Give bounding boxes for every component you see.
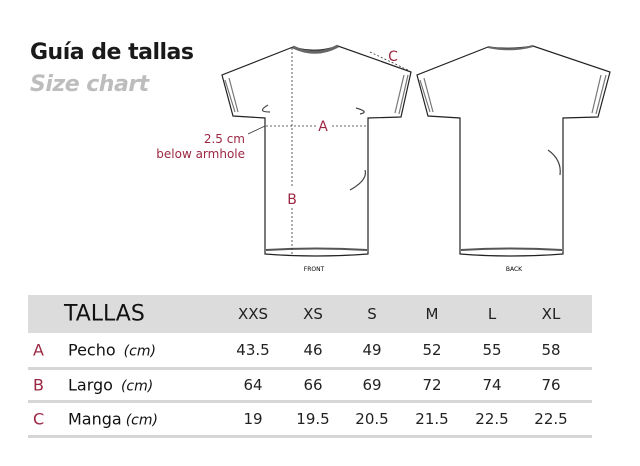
label-b: B (287, 192, 297, 208)
row-letter: B (33, 375, 44, 395)
size-header: XXS (237, 305, 269, 323)
page-title: Guía de tallas (30, 40, 194, 65)
row-letter: A (33, 340, 44, 360)
page-subtitle: Size chart (30, 72, 149, 97)
table-cell: 74 (482, 376, 502, 394)
unit: (cm) (123, 343, 156, 360)
measure-name: Manga (68, 409, 122, 429)
size-header: L (487, 305, 497, 323)
table-cell: 22.5 (534, 410, 568, 428)
tshirt-diagram: A B C FRONT BACK (221, 44, 611, 273)
size-header: M (425, 305, 439, 323)
table-row: A Pecho (cm) 43.5 46 49 52 55 58 (28, 333, 592, 370)
table-cell: 43.5 (236, 341, 270, 359)
row-letter: C (33, 409, 45, 429)
front-label: FRONT (304, 266, 325, 273)
table-cell: 58 (541, 341, 561, 359)
size-table: TALLAS XXS XS S M L XL A Pecho (cm) 43.5 … (28, 295, 592, 438)
tallas-header: TALLAS (64, 301, 145, 327)
label-c: C (388, 49, 398, 65)
row-label: Pecho (cm) (68, 341, 156, 360)
tshirt-front-drawing (221, 44, 412, 257)
measure-name: Largo (68, 375, 113, 395)
table-cell: 46 (303, 341, 323, 359)
table-cell: 52 (422, 341, 442, 359)
table-cell: 20.5 (355, 410, 389, 428)
table-cell: 76 (541, 376, 561, 394)
table-cell: 22.5 (475, 410, 509, 428)
table-cell: 69 (362, 376, 382, 394)
table-cell: 64 (243, 376, 263, 394)
table-cell: 72 (422, 376, 442, 394)
row-label: Largo (cm) (68, 376, 153, 395)
measure-name: Pecho (68, 340, 116, 360)
unit: (cm) (125, 412, 158, 429)
table-header-row: TALLAS XXS XS S M L XL (28, 295, 592, 333)
measure-note-line1: 2.5 cm (203, 132, 245, 146)
tshirt-back-drawing (416, 45, 611, 257)
table-cell: 19.5 (296, 410, 330, 428)
table-cell: 55 (482, 341, 502, 359)
size-header: S (367, 305, 377, 323)
size-header: XL (541, 305, 561, 323)
label-a: A (318, 119, 328, 135)
row-label: Manga (cm) (68, 410, 158, 429)
size-header: XS (303, 305, 323, 323)
measure-lines (247, 48, 411, 254)
measure-note-line2: below armhole (156, 147, 245, 161)
table-row: B Largo (cm) 64 66 69 72 74 76 (28, 370, 592, 403)
table-cell: 19 (243, 410, 263, 428)
back-label: BACK (506, 266, 523, 273)
table-cell: 66 (303, 376, 323, 394)
unit: (cm) (120, 378, 154, 395)
table-row: C Manga (cm) 19 19.5 20.5 21.5 22.5 22.5 (28, 403, 592, 438)
table-cell: 49 (362, 341, 382, 359)
table-cell: 21.5 (415, 410, 449, 428)
